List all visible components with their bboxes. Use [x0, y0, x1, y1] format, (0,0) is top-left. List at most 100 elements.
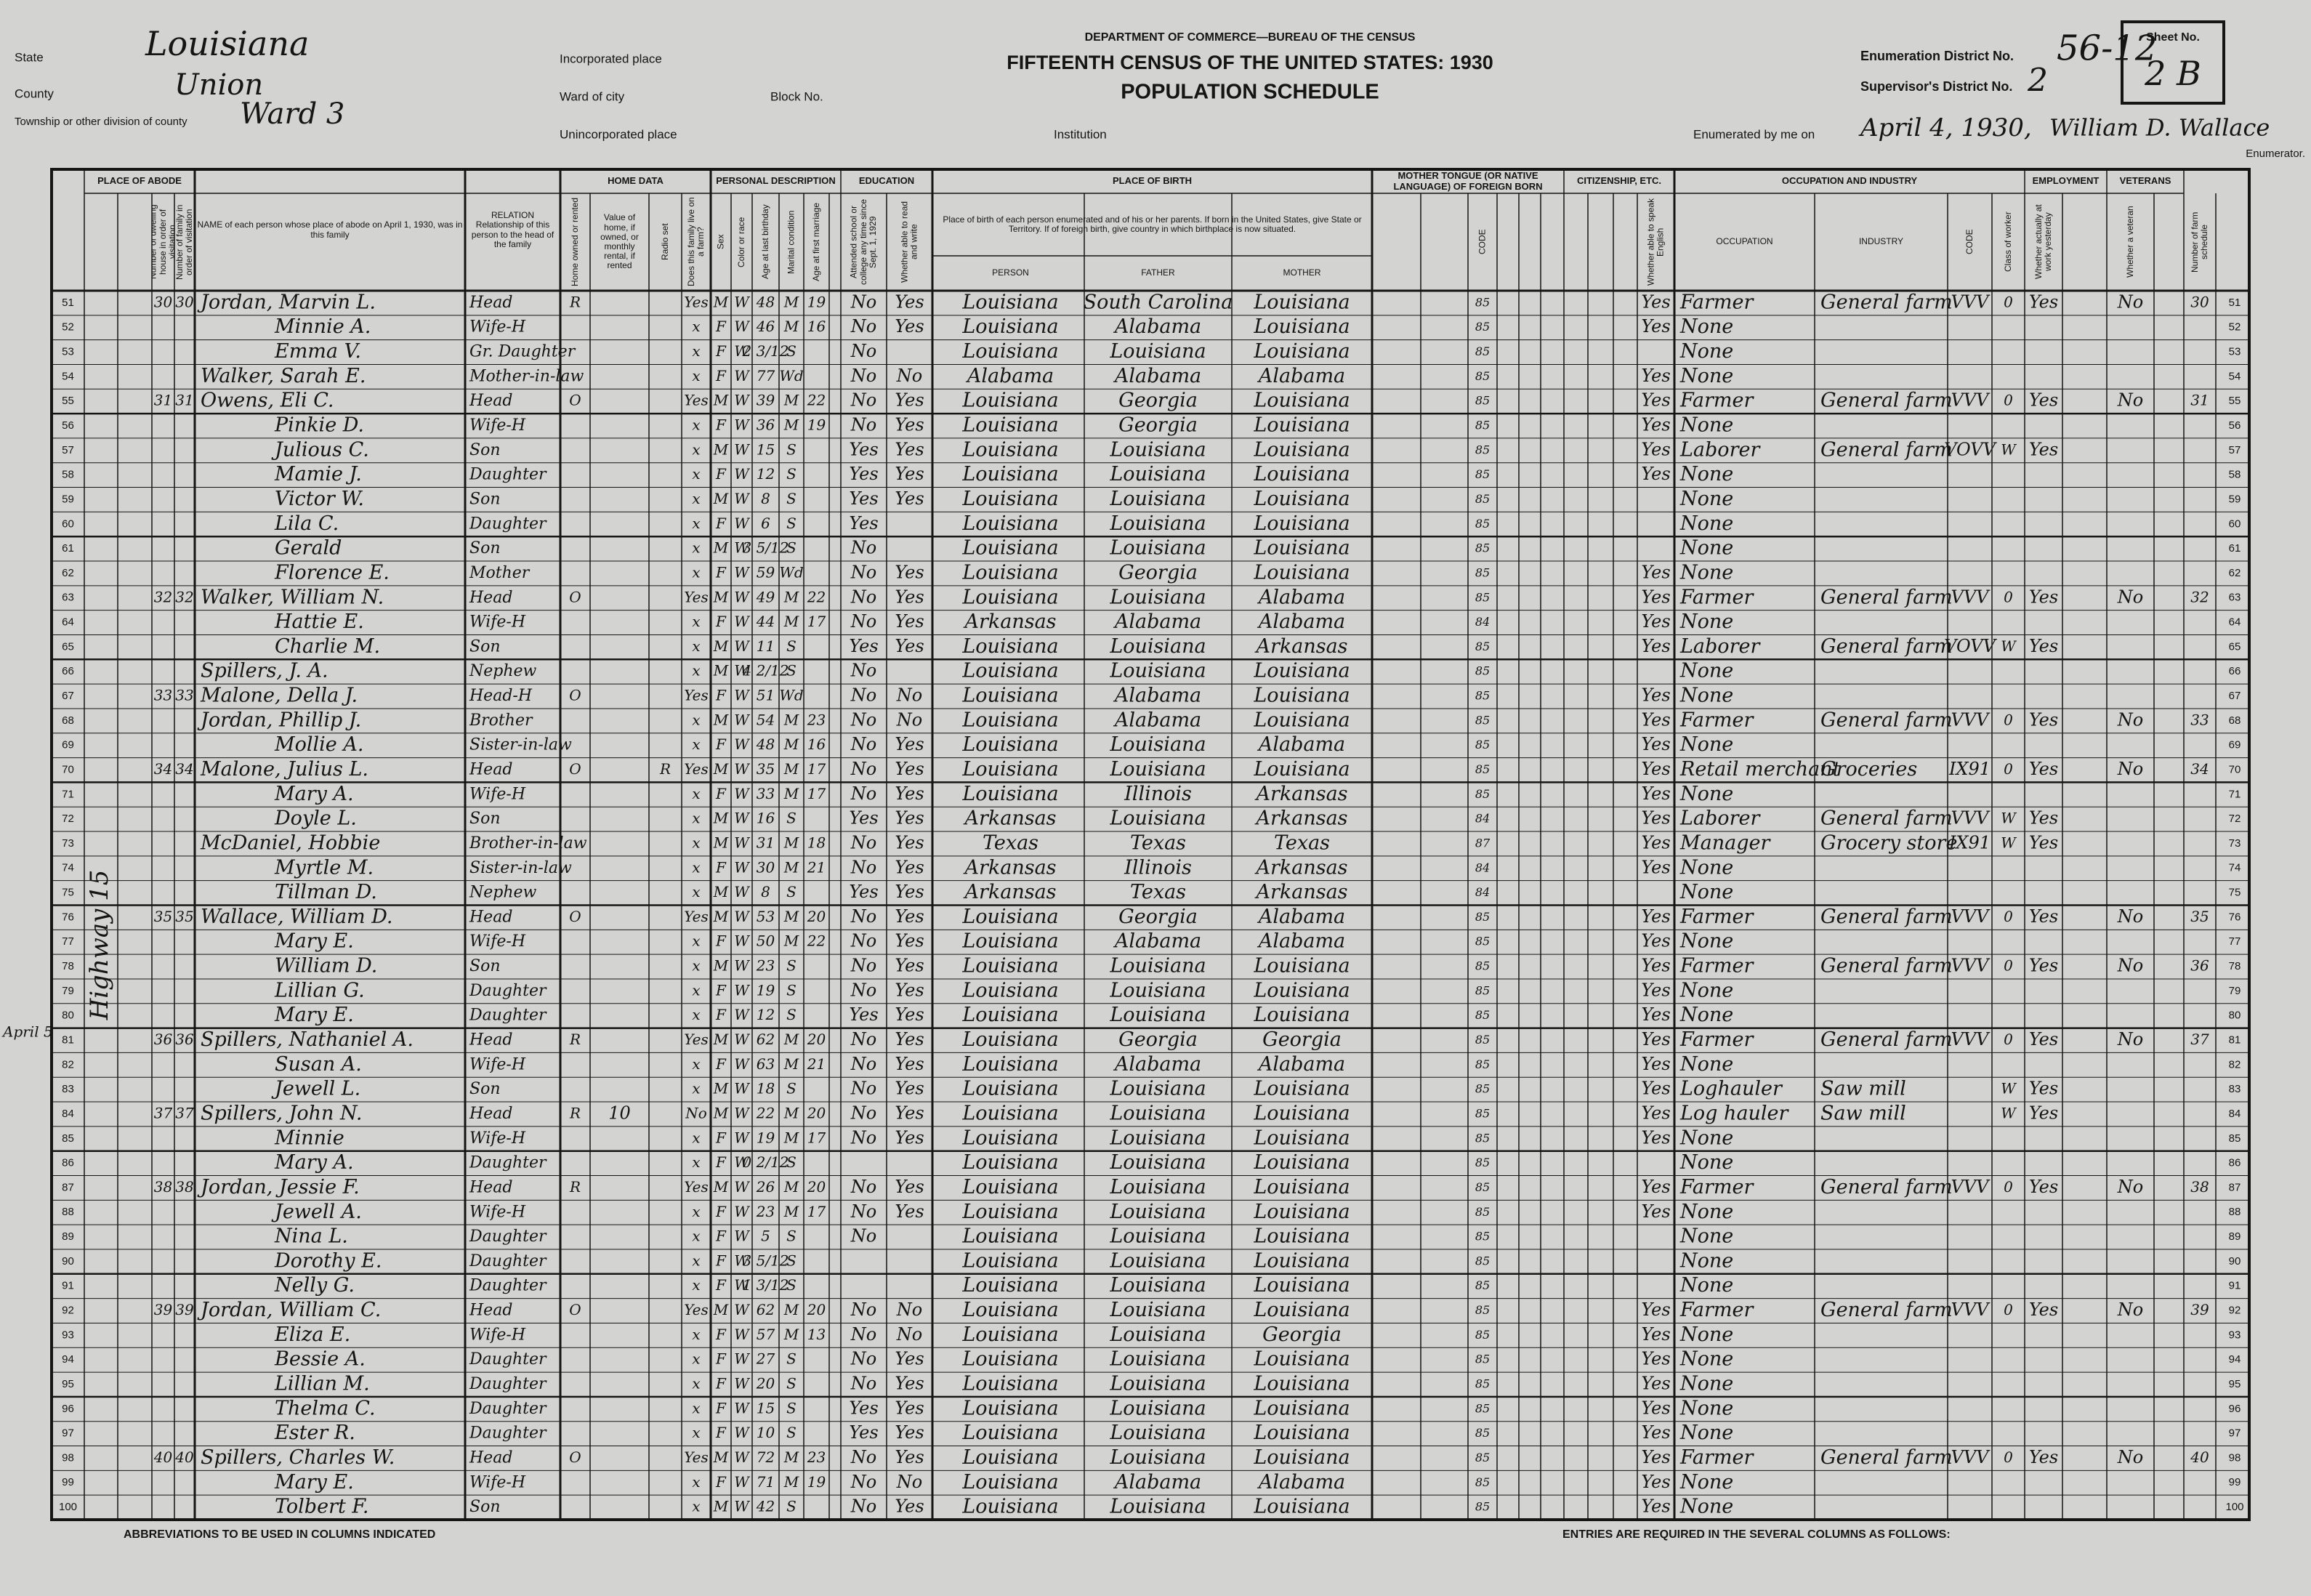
cell-entry: Arkansas — [1254, 783, 1347, 805]
cell-entry: W — [2001, 1104, 2017, 1121]
cell-entry: No — [2117, 759, 2143, 779]
cell-entry: None — [1679, 783, 1733, 805]
cell-entry: Alabama — [1257, 733, 1345, 756]
cell-entry: Farmer — [1679, 1299, 1754, 1321]
line-number: 72 — [62, 813, 74, 825]
cell-entry: Yes — [1641, 1004, 1670, 1025]
line-number: 57 — [62, 444, 74, 456]
cell-entry: Wd — [779, 563, 803, 581]
cell-entry: VVV — [1951, 291, 1991, 312]
cell-entry: O — [569, 588, 581, 605]
cell-entry: Louisiana — [961, 463, 1058, 485]
cell-entry: Yes — [895, 1079, 924, 1099]
ward-label: Ward of city — [560, 89, 625, 103]
cell-entry: No — [2117, 906, 2143, 927]
cell-entry: Louisiana — [1253, 537, 1350, 560]
line-number: 92 — [2229, 1304, 2241, 1316]
cell-entry: General farm — [1820, 1028, 1953, 1051]
cell-entry: 63 — [757, 1055, 775, 1073]
cell-entry: Louisiana — [1253, 1274, 1350, 1297]
relation: Daughter — [469, 1007, 547, 1025]
cell-entry: M — [713, 392, 729, 409]
line-number: 55 — [62, 395, 74, 407]
enumerator-label: Enumerator. — [2246, 148, 2305, 160]
cell-entry: 33 — [175, 687, 193, 704]
cell-entry: Wd — [779, 367, 803, 384]
cell-entry: 0 — [2004, 711, 2013, 728]
cell-entry: No — [2117, 1177, 2143, 1197]
relation: Brother-in-law — [469, 834, 587, 853]
line-number: 66 — [2229, 665, 2241, 677]
cell-entry: 85 — [1475, 443, 1490, 456]
cell-entry: S — [786, 515, 796, 532]
relation: Head — [469, 392, 512, 410]
cell-entry: Louisiana — [1109, 488, 1206, 510]
cell-entry: x — [692, 440, 700, 458]
relation: Wife-H — [469, 416, 526, 435]
line-number: 52 — [2229, 321, 2241, 334]
cell-entry: S — [786, 1153, 796, 1171]
cell-entry: 20 — [807, 1104, 826, 1121]
enumerated-date: April 4, 1930, — [1858, 113, 2032, 142]
relation: Wife-H — [469, 1055, 526, 1073]
cell-entry: 84 — [1475, 861, 1490, 874]
cell-entry: x — [692, 1326, 700, 1343]
line-number: 91 — [2229, 1280, 2241, 1292]
line-number: 76 — [62, 911, 74, 923]
line-number: 78 — [2229, 960, 2241, 972]
cell-entry: F — [715, 1006, 727, 1023]
cell-entry: Yes — [895, 1422, 924, 1443]
line-number: 67 — [62, 690, 74, 702]
state-label: State — [15, 50, 44, 64]
cell-entry: x — [692, 1276, 700, 1294]
cell-entry: No — [850, 857, 876, 877]
cell-entry: Louisiana — [961, 1102, 1058, 1124]
cell-entry: Yes — [895, 1373, 924, 1393]
line-number: 71 — [62, 788, 74, 800]
cell-entry: General farm — [1820, 1446, 1953, 1469]
cell-entry: Louisiana — [961, 438, 1058, 461]
cell-entry: 19 — [757, 1129, 775, 1146]
cell-entry: 37 — [2190, 1031, 2209, 1048]
cell-entry: Louisiana — [961, 635, 1058, 658]
cell-entry: VOVV — [1944, 636, 1997, 656]
person-name: Lila C. — [274, 512, 339, 535]
cell-entry: F — [715, 1129, 727, 1146]
cell-entry: F — [715, 1424, 727, 1441]
cell-entry: Texas — [1130, 881, 1186, 903]
relation: Head — [469, 1448, 512, 1467]
state: Louisiana — [145, 24, 309, 63]
cell-entry: W — [734, 1104, 750, 1121]
cell-entry: Yes — [849, 513, 878, 533]
ed-label: Enumeration District No. — [1860, 49, 2014, 63]
line-number: 63 — [2229, 592, 2241, 604]
line-number: 81 — [62, 1033, 74, 1046]
person-name: Jordan, William C. — [197, 1299, 381, 1321]
cell-entry: No — [2117, 956, 2143, 976]
cell-entry: W — [734, 662, 750, 680]
column-heading: Class of worker — [2002, 211, 2013, 273]
cell-entry: M — [713, 440, 729, 458]
cell-entry: No — [850, 931, 876, 951]
line-number: 54 — [62, 370, 74, 382]
cell-entry: Louisiana — [961, 1078, 1058, 1100]
cell-entry: 44 — [756, 613, 775, 630]
cell-entry: x — [692, 785, 700, 802]
cell-entry: 30 — [757, 858, 775, 876]
cell-entry: No — [2117, 587, 2143, 607]
cell-entry: x — [692, 981, 700, 999]
person-name: Mollie A. — [274, 733, 363, 756]
person-name: Malone, Della J. — [200, 685, 358, 707]
cell-entry: W — [2001, 637, 2017, 655]
cell-entry: None — [1679, 463, 1733, 485]
line-number: 85 — [2229, 1132, 2241, 1145]
cell-entry: General farm — [1820, 438, 1953, 461]
cell-entry: None — [1679, 1372, 1733, 1395]
person-name: Thelma C. — [275, 1397, 376, 1419]
cell-entry: Retail merchant — [1679, 758, 1841, 781]
cell-entry: 0 — [2004, 588, 2013, 605]
cell-entry: Louisiana — [1109, 1176, 1206, 1198]
cell-entry: Louisiana — [1253, 291, 1350, 313]
cell-entry: Yes — [895, 808, 924, 829]
cell-entry: Louisiana — [1109, 1274, 1206, 1297]
